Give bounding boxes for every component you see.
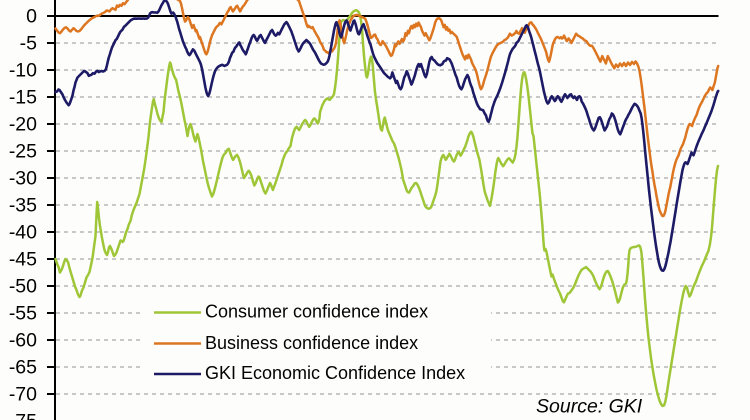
svg-text:Consumer confidence index: Consumer confidence index (205, 302, 428, 322)
svg-text:-50: -50 (9, 276, 37, 298)
svg-text:-65: -65 (9, 357, 37, 379)
svg-text:-70: -70 (9, 384, 37, 406)
svg-text:-30: -30 (9, 168, 37, 190)
svg-text:-10: -10 (9, 60, 37, 82)
svg-text:-20: -20 (9, 114, 37, 136)
svg-text:-75: -75 (9, 411, 37, 420)
svg-text:-40: -40 (9, 222, 37, 244)
svg-text:0: 0 (26, 6, 37, 28)
svg-text:-60: -60 (9, 330, 37, 352)
svg-text:-15: -15 (9, 87, 37, 109)
svg-text:-45: -45 (9, 249, 37, 271)
svg-text:GKI Economic Confidence Index: GKI Economic Confidence Index (205, 363, 465, 383)
svg-text:Source: GKI: Source: GKI (536, 396, 643, 418)
svg-text:-5: -5 (20, 33, 37, 55)
svg-text:-55: -55 (9, 303, 37, 325)
svg-text:-25: -25 (9, 141, 37, 163)
svg-text:Business confidence index: Business confidence index (205, 333, 418, 353)
svg-text:-35: -35 (9, 195, 37, 217)
